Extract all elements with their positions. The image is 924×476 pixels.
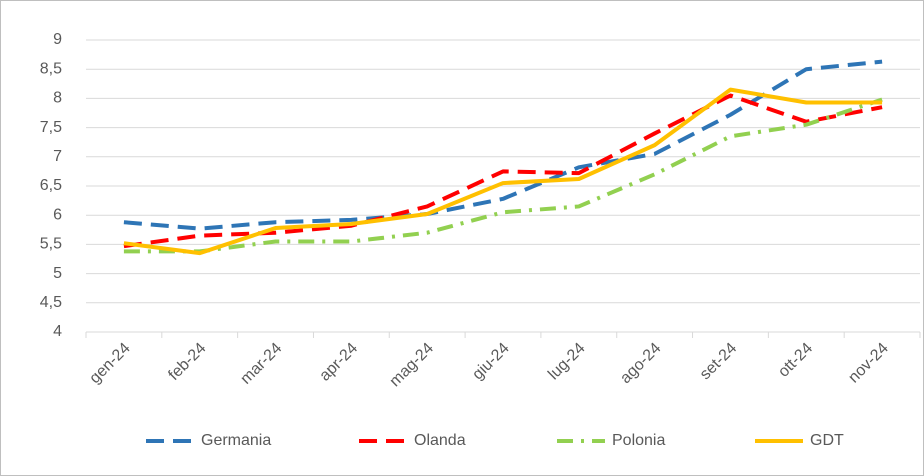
legend-label: Germania [201, 432, 271, 449]
y-tick-label: 6 [53, 206, 62, 223]
series-line [123, 87, 883, 256]
legend-label: Olanda [414, 432, 466, 449]
y-tick-label: 8 [53, 90, 62, 107]
y-tick-label: 5,5 [40, 236, 62, 253]
legend-label: GDT [810, 432, 844, 449]
y-tick-label: 4 [53, 323, 62, 340]
y-tick-label: 8,5 [40, 60, 62, 77]
legend-label: Polonia [612, 432, 665, 449]
series-line [123, 59, 883, 231]
y-tick-label: 9 [53, 31, 62, 48]
y-tick-label: 6,5 [40, 177, 62, 194]
y-tick-label: 7,5 [40, 119, 62, 136]
y-tick-label: 7 [53, 148, 62, 165]
series-line [123, 93, 883, 249]
y-tick-label: 4,5 [40, 294, 62, 311]
y-tick-label: 5 [53, 265, 62, 282]
